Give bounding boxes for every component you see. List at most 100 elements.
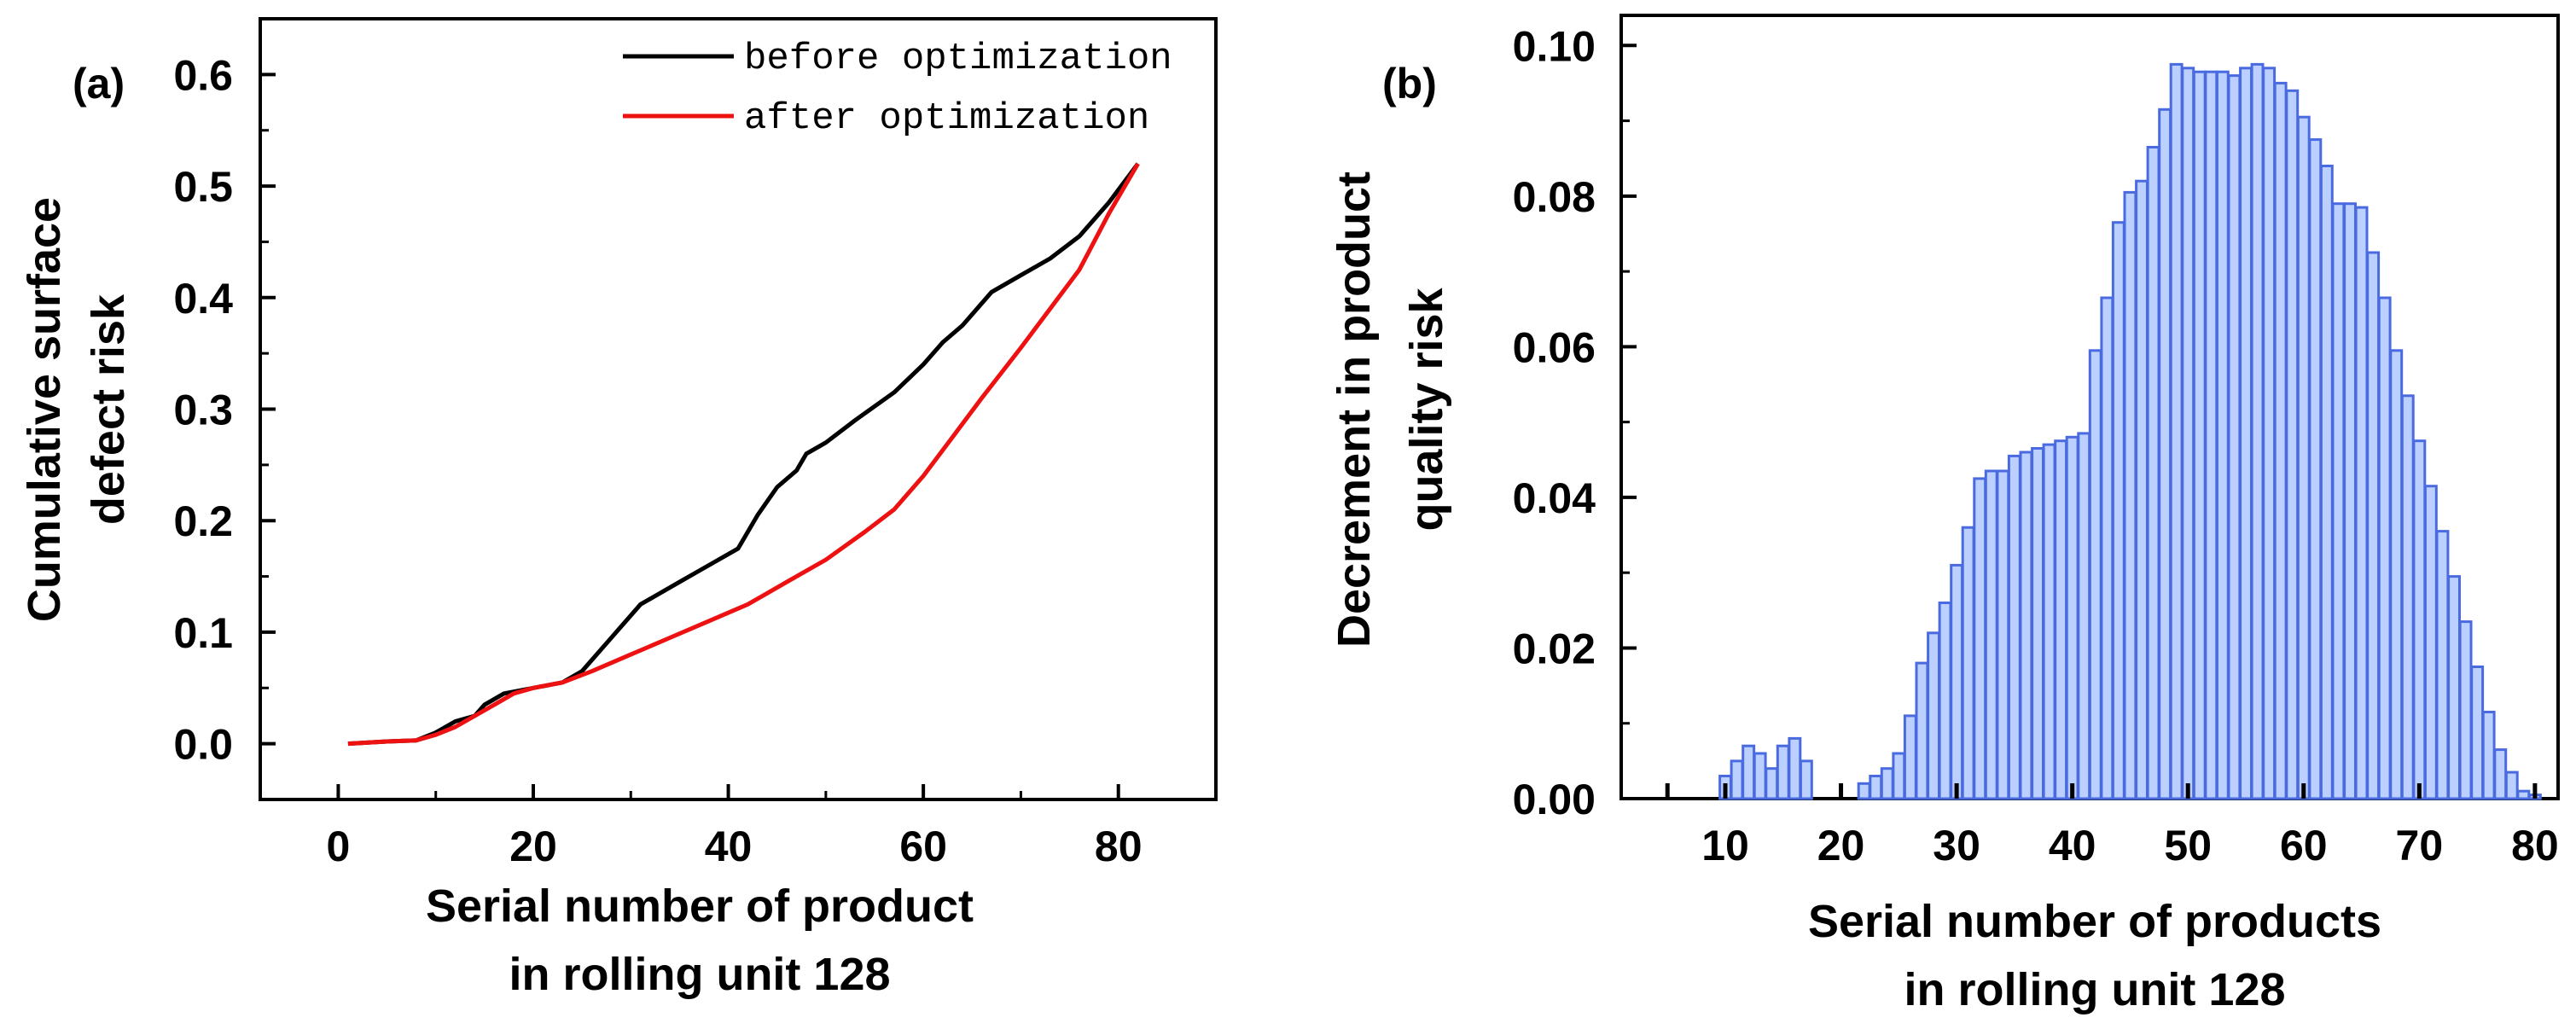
panel-label-a: (a) [73,60,125,108]
y-axis-label-b-line2: quality risk [1401,287,1452,531]
x-axis-label-b-line1: Serial number of products [1808,896,2381,947]
bar [1950,563,1964,800]
x-tick-label-b: 80 [2511,822,2559,869]
bar [2239,67,2253,800]
bar [2227,74,2242,800]
bar [2215,70,2230,800]
y-tick-label-a: 0.2 [173,497,233,545]
bar [1880,767,1894,800]
bar [1996,469,2010,800]
bar [2377,296,2392,800]
y-tick-label-a: 0.5 [173,163,233,211]
bar [1903,714,1917,800]
bar [1799,759,1813,800]
bar [2031,447,2045,800]
tick-labels-b: 10 20 30 40 50 60 70 80 0.00 0.02 0.04 0.06 0.08 0.10 [1513,22,2559,869]
bar [2285,89,2300,800]
x-tick-label-a: 40 [705,823,753,870]
bar [2042,443,2056,800]
bar [2204,70,2218,800]
legend-a: before optimization after optimization [623,38,1172,140]
bar [2435,530,2450,800]
bar [2088,349,2102,800]
bar [2470,666,2485,800]
bar [1776,744,1790,800]
bar [2123,190,2137,800]
x-tick-label-a: 80 [1095,823,1143,870]
bar [2007,454,2021,800]
bar [2389,349,2404,800]
bar [1961,526,1975,800]
y-tick-label-a: 0.4 [173,275,233,323]
y-axis-label-a-line1: Cumulative surface [19,197,70,622]
x-tick-label-b: 40 [2049,822,2096,869]
bar [2400,394,2415,800]
legend-label-after: after optimization [744,97,1149,140]
bars-b [1718,62,2542,800]
bar [2100,296,2114,800]
bar [1892,752,1906,800]
x-tick-label-b: 10 [1701,822,1749,869]
bar [2504,770,2519,800]
bar [1984,469,1998,800]
panel-b-bar-chart: (b) 10 20 30 40 50 60 70 80 0.00 0.02 0.04 0.06 0.08… [1329,14,2560,1015]
bar [2412,439,2427,800]
y-tick-label-a: 0.1 [173,609,233,657]
bar [2423,485,2438,800]
tick-labels-a: 0 20 40 60 80 0.0 0.1 0.2 0.3 0.4 0.5 0.6 [173,51,1142,870]
y-axis-label-a-line2: defect risk [83,294,134,525]
series-line-after [347,162,1140,747]
axis-ticks-a [260,73,1120,799]
bar [2354,206,2369,800]
bar [2054,439,2068,800]
bar [1927,631,1941,800]
bar [2250,62,2265,800]
y-tick-label-b: 0.08 [1513,173,1596,221]
bar [2158,108,2172,800]
y-tick-label-a: 0.0 [173,721,233,769]
axis-ticks-b [1621,44,2538,800]
bar [2135,179,2149,800]
x-tick-label-b: 50 [2164,822,2212,869]
bar [2493,748,2508,800]
series-line-before [347,162,1140,747]
bar [2458,620,2473,800]
bar [2019,451,2033,800]
bar [1938,602,1952,800]
y-axis-label-b-line1: Decrement in product [1329,172,1380,648]
legend-label-before: before optimization [744,38,1172,80]
y-tick-label-b: 0.06 [1513,323,1596,371]
panel-label-b: (b) [1382,60,1437,108]
bar [1973,477,1987,800]
x-tick-label-a: 60 [899,823,947,870]
bar [1915,661,1929,800]
x-axis-label-b-line2: in rolling unit 128 [1904,964,2285,1015]
x-tick-label-b: 20 [1817,822,1865,869]
y-tick-label-a: 0.6 [173,51,233,99]
x-tick-label-a: 0 [327,823,351,870]
bar [2296,115,2311,800]
y-tick-label-b: 0.04 [1513,474,1596,522]
bar [1730,759,1744,800]
series-lines-a [347,162,1140,747]
bar [2192,70,2207,800]
bar [2146,146,2160,800]
x-tick-label-b: 60 [2280,822,2328,869]
bar [1857,782,1871,800]
bar [1869,775,1883,800]
bar [2366,251,2381,800]
x-axis-label-a-line1: Serial number of product [426,881,974,932]
panel-a-line-chart: (a) 0 20 40 60 80 0.0 0.1 0.2 0.3 0.4 0.5 0.6 befor… [19,17,1218,1000]
x-tick-label-b: 30 [1933,822,1980,869]
bar [2516,789,2531,800]
bar [2181,67,2195,800]
y-tick-label-b: 0.10 [1513,22,1596,70]
bar [2319,165,2334,800]
bar [1788,736,1802,800]
bar [2262,67,2277,800]
bar [2447,575,2462,800]
y-tick-label-b: 0.02 [1513,625,1596,672]
bar [2065,435,2079,800]
x-axis-label-a-line2: in rolling unit 128 [509,949,890,1000]
bar [2343,202,2358,800]
